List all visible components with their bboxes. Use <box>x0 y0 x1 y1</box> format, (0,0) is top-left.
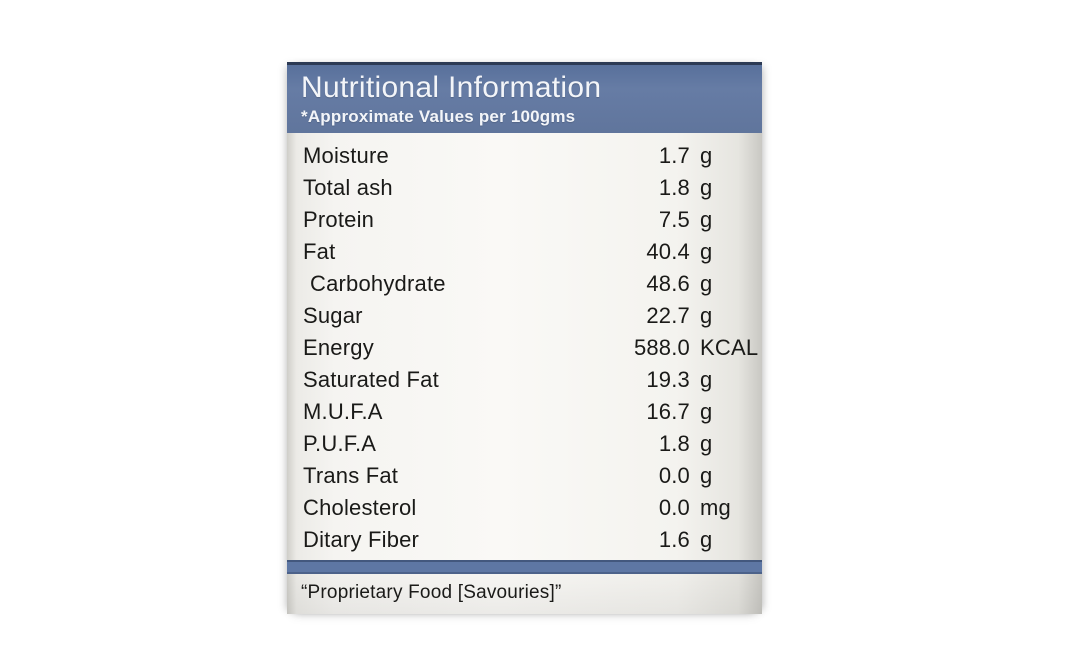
nutrient-name: Sugar <box>303 303 363 328</box>
nutrient-row: Ditary Fiber 1.6 g <box>287 524 762 556</box>
nutrient-unit: g <box>700 527 713 552</box>
nutrient-value: 48.6 <box>646 271 690 296</box>
label-header: Nutritional Information *Approximate Val… <box>287 62 762 133</box>
nutrient-name: Carbohydrate <box>310 271 446 296</box>
nutrient-value: 1.8 <box>658 175 690 200</box>
nutrient-row: M.U.F.A 16.7 g <box>287 396 762 428</box>
nutrient-unit: g <box>700 207 713 232</box>
nutrient-value: 19.3 <box>646 367 690 392</box>
nutrient-unit: g <box>700 399 713 424</box>
nutrient-unit: g <box>700 463 713 488</box>
nutrient-row: Protein 7.5 g <box>287 204 762 236</box>
nutrient-value: 0.0 <box>658 495 690 520</box>
nutrient-unit: g <box>700 271 713 296</box>
nutrient-unit: g <box>700 175 713 200</box>
nutrient-unit: mg <box>700 495 731 520</box>
nutrient-row: Saturated Fat 19.3 g <box>287 364 762 396</box>
nutrient-unit: g <box>700 303 713 328</box>
nutrient-name: Trans Fat <box>303 463 399 488</box>
nutrient-row: Carbohydrate 48.6 g <box>287 268 762 300</box>
nutrient-row: Total ash 1.8 g <box>287 172 762 204</box>
nutrient-unit: g <box>700 367 713 392</box>
nutrient-name: Energy <box>303 335 374 360</box>
nutrient-name: Protein <box>303 207 375 232</box>
nutrient-value: 0.0 <box>658 463 690 488</box>
nutrient-value: 588.0 <box>633 335 690 360</box>
divider-bar <box>287 560 762 574</box>
nutrient-unit: g <box>700 431 713 456</box>
nutrient-name: P.U.F.A <box>303 431 377 456</box>
nutrient-unit: g <box>700 143 713 168</box>
nutrient-name: Total ash <box>303 175 393 200</box>
nutrient-unit: g <box>700 239 713 264</box>
nutrient-row: Energy 588.0 KCAL <box>287 332 762 364</box>
nutrient-value: 22.7 <box>646 303 690 328</box>
nutrition-label: Nutritional Information *Approximate Val… <box>287 62 762 614</box>
nutrient-row: Moisture 1.7 g <box>287 140 762 172</box>
nutrient-value: 40.4 <box>646 239 690 264</box>
nutrient-value: 1.7 <box>658 143 690 168</box>
nutrient-name: Fat <box>303 239 336 264</box>
label-footer: “Proprietary Food [Savouries]” <box>287 574 762 614</box>
label-title: Nutritional Information <box>301 71 602 104</box>
nutrient-value: 1.8 <box>658 431 690 456</box>
footer-note: “Proprietary Food [Savouries]” <box>301 582 562 603</box>
nutrient-table: Moisture 1.7 g Total ash 1.8 g Protein 7… <box>287 133 762 560</box>
nutrient-value: 1.6 <box>658 527 690 552</box>
nutrient-row: Sugar 22.7 g <box>287 300 762 332</box>
nutrient-row: Trans Fat 0.0 g <box>287 460 762 492</box>
nutrient-row: Cholesterol 0.0 mg <box>287 492 762 524</box>
nutrient-row: Fat 40.4 g <box>287 236 762 268</box>
nutrient-value: 16.7 <box>646 399 690 424</box>
label-subtitle: *Approximate Values per 100gms <box>301 107 576 126</box>
nutrient-name: Saturated Fat <box>303 367 439 392</box>
nutrient-name: Cholesterol <box>303 495 417 520</box>
nutrient-value: 7.5 <box>658 207 690 232</box>
nutrient-row: P.U.F.A 1.8 g <box>287 428 762 460</box>
nutrient-name: M.U.F.A <box>303 399 383 424</box>
nutrient-name: Ditary Fiber <box>303 527 420 552</box>
nutrient-name: Moisture <box>303 143 389 168</box>
nutrient-unit: KCAL <box>700 335 759 360</box>
